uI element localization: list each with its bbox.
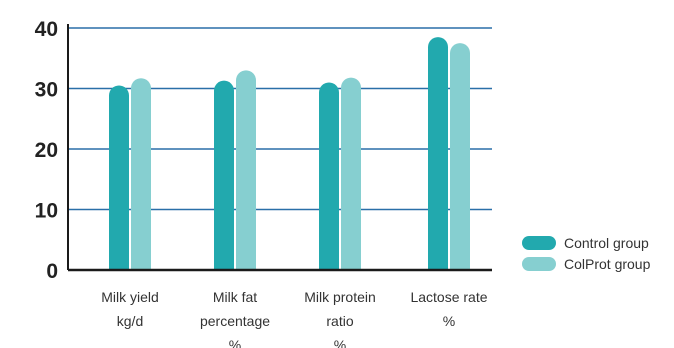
y-tick-label: 20 — [35, 139, 58, 162]
legend-label: ColProt group — [564, 256, 651, 272]
labels: 0 10 20 30 40 Milk yield kg/d Milk fat percentag… — [35, 18, 488, 348]
bar-control — [428, 37, 448, 271]
bar-control — [319, 82, 339, 270]
legend-swatch — [522, 257, 556, 271]
y-tick-label: 10 — [35, 200, 58, 223]
legend: Control group ColProt group — [522, 235, 651, 272]
x-tick-label: Milk fat — [213, 289, 257, 305]
legend-swatch — [522, 236, 556, 250]
x-tick-label: ratio — [326, 313, 353, 329]
x-tick-label: Milk protein — [304, 289, 376, 305]
bar-colprot — [341, 77, 362, 270]
x-tick-label: percentage — [200, 313, 270, 329]
bar-colprot — [450, 43, 470, 270]
bar-colprot — [236, 70, 256, 270]
x-tick-label: % — [443, 313, 455, 329]
bar-control — [214, 80, 234, 270]
bar-colprot — [131, 78, 151, 270]
bar-control — [109, 85, 129, 270]
legend-label: Control group — [564, 235, 649, 251]
axes — [67, 24, 492, 272]
y-tick-label: 40 — [35, 18, 58, 41]
bars — [109, 37, 470, 271]
x-tick-label: % — [229, 337, 241, 348]
x-tick-label: % — [334, 337, 346, 348]
y-tick-label: 30 — [35, 79, 58, 102]
x-tick-label: Milk yield — [101, 289, 159, 305]
y-tick-label: 0 — [46, 260, 58, 283]
x-tick-label: Lactose rate — [410, 289, 487, 305]
x-tick-label: kg/d — [117, 313, 143, 329]
